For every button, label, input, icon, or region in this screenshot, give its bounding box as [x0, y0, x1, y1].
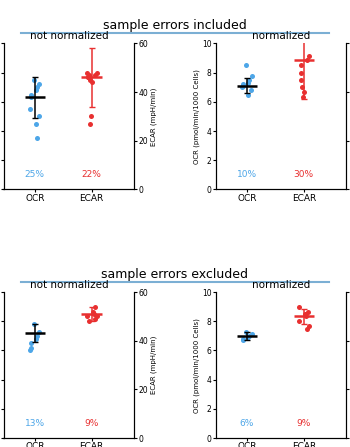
- Text: sample errors included: sample errors included: [103, 19, 247, 32]
- Point: [299, 84, 304, 91]
- Point: [94, 69, 99, 76]
- Point: [28, 344, 34, 351]
- Point: [243, 328, 248, 335]
- Point: [246, 76, 252, 84]
- Point: [248, 87, 253, 94]
- Point: [92, 72, 98, 79]
- Point: [303, 313, 309, 320]
- Point: [34, 135, 40, 142]
- Point: [249, 331, 254, 338]
- Point: [86, 74, 91, 81]
- Title: normalized: normalized: [252, 31, 310, 41]
- Y-axis label: ECAR (mpH/min): ECAR (mpH/min): [150, 87, 157, 146]
- Y-axis label: OCR (pmol/min/1000 Cells): OCR (pmol/min/1000 Cells): [193, 69, 200, 164]
- Point: [87, 76, 92, 84]
- Point: [296, 28, 302, 35]
- Point: [240, 81, 246, 88]
- Text: sample errors excluded: sample errors excluded: [102, 268, 248, 281]
- Point: [84, 313, 90, 320]
- Point: [87, 120, 92, 127]
- Point: [28, 91, 34, 98]
- Point: [306, 52, 312, 59]
- Point: [245, 79, 251, 86]
- Point: [86, 318, 92, 325]
- Text: 9%: 9%: [296, 419, 311, 428]
- Point: [239, 84, 245, 91]
- Title: not normalized: not normalized: [30, 31, 108, 41]
- Point: [33, 87, 38, 94]
- Point: [37, 81, 42, 88]
- Point: [296, 318, 302, 325]
- Point: [37, 328, 42, 335]
- Point: [240, 337, 246, 344]
- Point: [86, 72, 92, 79]
- Y-axis label: OCR (pmol/min/1000 Cells): OCR (pmol/min/1000 Cells): [193, 318, 200, 413]
- Point: [94, 313, 99, 320]
- Point: [91, 310, 97, 317]
- Point: [28, 347, 33, 354]
- Text: 22%: 22%: [82, 170, 102, 179]
- Point: [33, 335, 38, 342]
- Text: 25%: 25%: [25, 170, 45, 179]
- Point: [302, 310, 308, 317]
- Point: [28, 105, 33, 113]
- Point: [84, 69, 90, 76]
- Point: [240, 82, 246, 89]
- Point: [301, 89, 307, 96]
- Point: [298, 76, 303, 84]
- Point: [304, 57, 310, 64]
- Title: normalized: normalized: [252, 280, 310, 290]
- Point: [305, 308, 310, 315]
- Point: [33, 120, 38, 127]
- Text: 13%: 13%: [25, 419, 45, 428]
- Point: [246, 332, 252, 339]
- Point: [88, 113, 94, 120]
- Point: [90, 308, 96, 315]
- Text: 10%: 10%: [237, 170, 257, 179]
- Point: [93, 303, 98, 310]
- Point: [28, 340, 34, 347]
- Point: [240, 335, 246, 342]
- Point: [245, 91, 251, 98]
- Point: [245, 334, 251, 341]
- Y-axis label: ECAR (mpH/min): ECAR (mpH/min): [150, 336, 157, 394]
- Point: [31, 320, 36, 328]
- Title: not normalized: not normalized: [30, 280, 108, 290]
- Point: [86, 74, 91, 81]
- Point: [304, 325, 310, 332]
- Point: [243, 62, 248, 69]
- Point: [300, 93, 306, 101]
- Text: 9%: 9%: [85, 419, 99, 428]
- Point: [249, 72, 254, 79]
- Point: [34, 332, 40, 339]
- Point: [306, 323, 312, 330]
- Point: [36, 113, 41, 120]
- Text: 30%: 30%: [294, 170, 314, 179]
- Point: [28, 94, 34, 101]
- Point: [92, 315, 98, 322]
- Point: [89, 79, 95, 86]
- Text: 6%: 6%: [240, 419, 254, 428]
- Point: [298, 62, 304, 69]
- Point: [31, 76, 36, 84]
- Point: [296, 303, 302, 310]
- Point: [298, 69, 303, 76]
- Point: [34, 84, 40, 91]
